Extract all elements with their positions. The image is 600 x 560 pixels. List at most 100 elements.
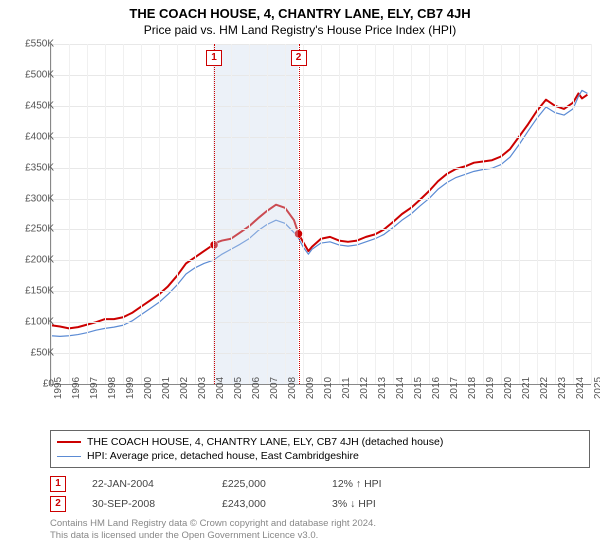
legend-label: THE COACH HOUSE, 4, CHANTRY LANE, ELY, C… — [87, 436, 443, 448]
gridline-v — [249, 44, 250, 384]
gridline-v — [267, 44, 268, 384]
event-index-box: 2 — [50, 496, 66, 512]
gridline-v — [339, 44, 340, 384]
series-line-1 — [51, 90, 587, 336]
legend-row: THE COACH HOUSE, 4, CHANTRY LANE, ELY, C… — [57, 435, 583, 449]
footer-line-1: Contains HM Land Registry data © Crown c… — [50, 518, 376, 530]
y-tick-label: £100K — [25, 317, 54, 328]
y-tick-label: £350K — [25, 162, 54, 173]
event-hpi: 12% ↑ HPI — [332, 478, 462, 490]
y-tick-label: £150K — [25, 286, 54, 297]
x-tick-label: 2008 — [287, 377, 298, 399]
x-tick-label: 2012 — [359, 377, 370, 399]
x-tick-label: 2019 — [485, 377, 496, 399]
x-tick-label: 2005 — [233, 377, 244, 399]
x-tick-label: 2022 — [539, 377, 550, 399]
y-tick-label: £400K — [25, 131, 54, 142]
x-tick-label: 2017 — [449, 377, 460, 399]
y-tick-label: £250K — [25, 224, 54, 235]
x-tick-label: 2015 — [413, 377, 424, 399]
y-tick-label: £500K — [25, 69, 54, 80]
gridline-v — [591, 44, 592, 384]
legend-swatch — [57, 441, 81, 443]
x-tick-label: 2006 — [251, 377, 262, 399]
event-hpi: 3% ↓ HPI — [332, 498, 462, 510]
gridline-v — [303, 44, 304, 384]
gridline-v — [555, 44, 556, 384]
gridline-v — [465, 44, 466, 384]
x-tick-label: 2020 — [503, 377, 514, 399]
gridline-v — [177, 44, 178, 384]
x-tick-label: 2016 — [431, 377, 442, 399]
event-row: 2 30-SEP-2008£243,0003% ↓ HPI — [50, 494, 462, 514]
legend-label: HPI: Average price, detached house, East… — [87, 450, 359, 462]
legend-box: THE COACH HOUSE, 4, CHANTRY LANE, ELY, C… — [50, 430, 590, 468]
x-tick-label: 2014 — [395, 377, 406, 399]
gridline-v — [195, 44, 196, 384]
y-tick-label: £200K — [25, 255, 54, 266]
x-tick-label: 2011 — [341, 377, 352, 399]
gridline-v — [519, 44, 520, 384]
gridline-v — [429, 44, 430, 384]
legend-row: HPI: Average price, detached house, East… — [57, 449, 583, 463]
x-tick-label: 2018 — [467, 377, 478, 399]
y-tick-label: £50K — [31, 348, 54, 359]
gridline-v — [123, 44, 124, 384]
chart-subtitle: Price paid vs. HM Land Registry's House … — [0, 21, 600, 41]
event-vline — [214, 44, 215, 384]
gridline-v — [411, 44, 412, 384]
x-tick-label: 2013 — [377, 377, 388, 399]
gridline-v — [357, 44, 358, 384]
event-date: 22-JAN-2004 — [92, 478, 222, 490]
x-tick-label: 1999 — [125, 377, 136, 399]
gridline-v — [231, 44, 232, 384]
gridline-v — [285, 44, 286, 384]
x-tick-label: 2009 — [305, 377, 316, 399]
gridline-v — [501, 44, 502, 384]
chart-title: THE COACH HOUSE, 4, CHANTRY LANE, ELY, C… — [0, 0, 600, 21]
event-vline — [299, 44, 300, 384]
event-price: £243,000 — [222, 498, 332, 510]
event-row: 1 22-JAN-2004£225,00012% ↑ HPI — [50, 474, 462, 494]
gridline-v — [87, 44, 88, 384]
chart-container: THE COACH HOUSE, 4, CHANTRY LANE, ELY, C… — [0, 0, 600, 560]
x-tick-label: 1998 — [107, 377, 118, 399]
gridline-v — [105, 44, 106, 384]
event-index-box: 1 — [50, 476, 66, 492]
event-marker: 2 — [291, 50, 307, 66]
y-tick-label: £450K — [25, 100, 54, 111]
x-tick-label: 2025 — [593, 377, 600, 399]
gridline-v — [69, 44, 70, 384]
x-tick-label: 2010 — [323, 377, 334, 399]
x-tick-label: 2002 — [179, 377, 190, 399]
y-tick-label: £300K — [25, 193, 54, 204]
footer-text: Contains HM Land Registry data © Crown c… — [50, 518, 376, 542]
x-tick-label: 1997 — [89, 377, 100, 399]
series-line-0 — [51, 93, 587, 328]
gridline-v — [483, 44, 484, 384]
x-tick-label: 1996 — [71, 377, 82, 399]
gridline-v — [447, 44, 448, 384]
x-tick-label: 2024 — [575, 377, 586, 399]
plot-area — [50, 44, 591, 385]
x-tick-label: 2023 — [557, 377, 568, 399]
legend-swatch — [57, 456, 81, 457]
gridline-v — [141, 44, 142, 384]
event-marker: 1 — [206, 50, 222, 66]
x-tick-label: 1995 — [53, 377, 64, 399]
gridline-v — [393, 44, 394, 384]
x-tick-label: 2021 — [521, 377, 532, 399]
gridline-v — [51, 44, 52, 384]
gridline-v — [375, 44, 376, 384]
event-price: £225,000 — [222, 478, 332, 490]
x-tick-label: 2003 — [197, 377, 208, 399]
footer-line-2: This data is licensed under the Open Gov… — [50, 530, 376, 542]
x-tick-label: 2000 — [143, 377, 154, 399]
gridline-v — [159, 44, 160, 384]
x-tick-label: 2001 — [161, 377, 172, 399]
event-date: 30-SEP-2008 — [92, 498, 222, 510]
gridline-v — [321, 44, 322, 384]
gridline-v — [573, 44, 574, 384]
gridline-v — [537, 44, 538, 384]
events-table: 1 22-JAN-2004£225,00012% ↑ HPI 2 30-SEP-200… — [50, 474, 462, 514]
